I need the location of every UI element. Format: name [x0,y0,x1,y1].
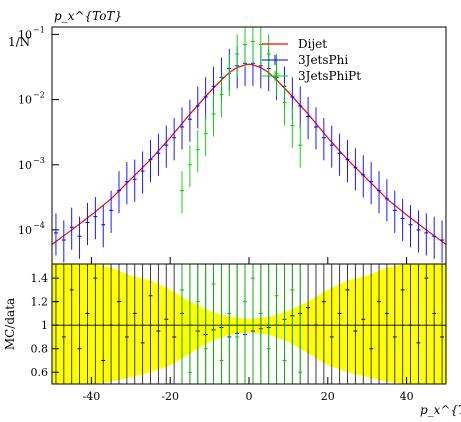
legend-label-Dijet: Dijet [298,37,327,51]
upper-title-main: p_x^{ToT} [54,9,122,23]
x-tick-label: 0 [246,390,253,403]
ratio-y-tick-label: 1 [41,319,48,332]
y-tick-label: 10 [18,224,32,237]
series-3JetsPhiPt [180,27,303,214]
ratio-y-tick-label: 0.6 [31,366,49,379]
y-tick-label: 10 [18,159,32,172]
series-line [51,63,447,245]
x-tick-label: 40 [400,390,414,403]
ratio-ylabel: MC/data [3,298,17,350]
y-tick-label: 10 [18,94,32,107]
x-tick-label: -40 [83,390,101,403]
legend-label-3JetsPhiPt: 3JetsPhiPt [298,69,361,83]
series-3JetsPhi [53,43,445,263]
ratio-series-3JetsPhiPt [180,264,303,384]
legend-label-3JetsPhi: 3JetsPhi [298,53,348,67]
series-Dijet [51,63,447,245]
y-tick-exponent: −1 [33,25,45,34]
ratio-y-tick-label: 1.2 [31,296,49,309]
y-tick-exponent: −4 [33,221,45,230]
x-axis-label: p_x^{ToT} [420,403,461,417]
y-tick-exponent: −3 [33,156,45,165]
upper-ylabel: 1/N [8,35,30,49]
ratio-y-tick-label: 0.8 [31,343,49,356]
upper-title: p_x^{ToT} [54,9,122,23]
legend: Dijet 3JetsPhi 3JetsPhiPt [262,37,361,83]
y-tick-label: 10 [18,28,32,41]
x-tick-label: -20 [161,390,179,403]
y-tick-exponent: −2 [33,91,45,100]
ratio-y-tick-label: 1.4 [31,272,49,285]
x-tick-label: 20 [321,390,335,403]
